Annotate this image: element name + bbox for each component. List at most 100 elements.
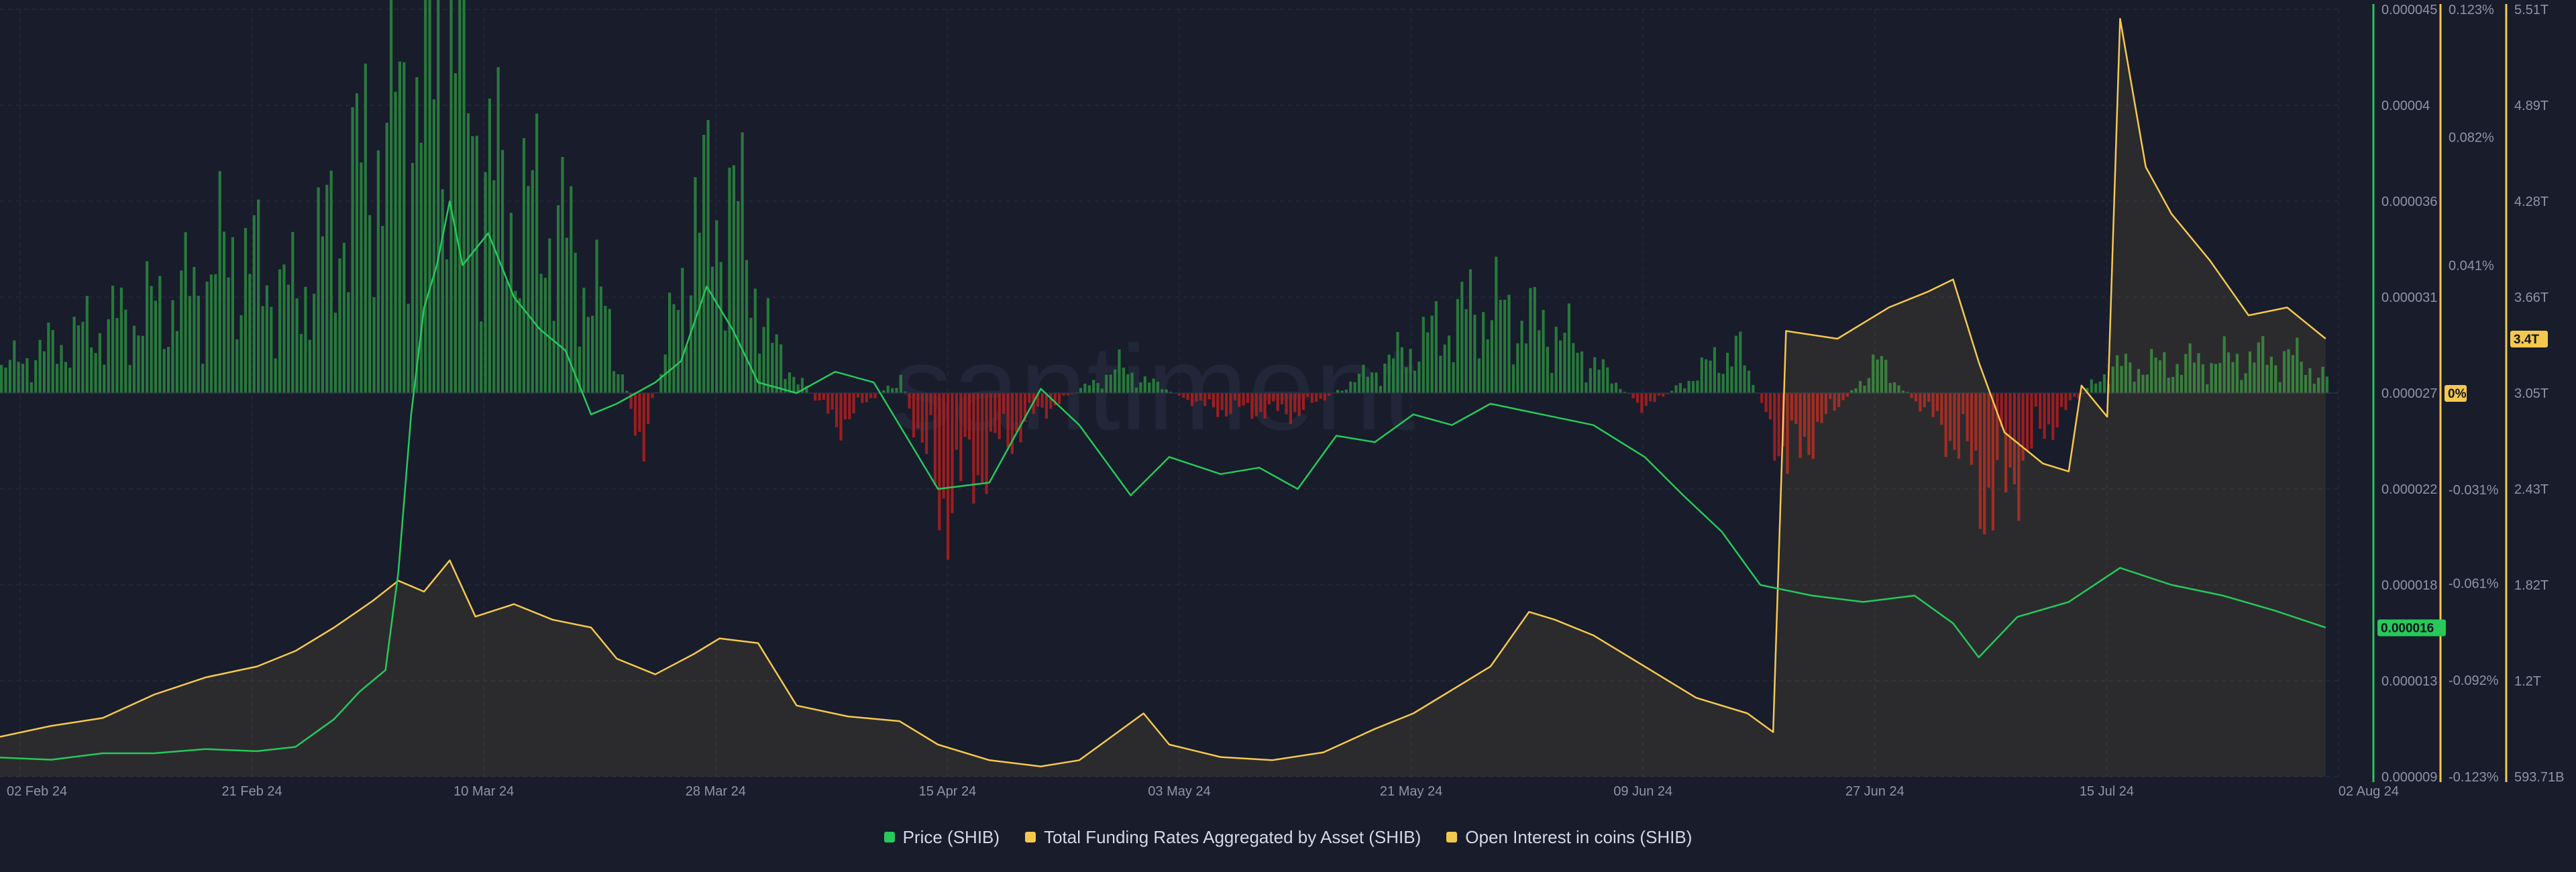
funding-bar: [1246, 393, 1250, 403]
funding-bar: [1387, 354, 1391, 393]
legend-item-funding-rates[interactable]: Total Funding Rates Aggregated by Asset …: [1025, 827, 1421, 848]
funding-bar: [1023, 393, 1027, 422]
funding-bar: [1863, 386, 1866, 393]
funding-bar: [2222, 336, 2226, 393]
funding-bar: [1242, 393, 1245, 406]
funding-bar: [1083, 384, 1087, 393]
funding-bar: [771, 343, 774, 393]
funding-bar: [651, 393, 654, 398]
x-tick-label: 10 Mar 24: [453, 784, 514, 799]
funding-bar: [565, 237, 568, 393]
funding-bar: [1674, 385, 1678, 393]
x-tick-label: 28 Mar 24: [686, 784, 746, 799]
x-tick-label: 09 Jun 24: [1613, 784, 1672, 799]
funding-bar: [488, 98, 491, 393]
funding-bar: [334, 313, 337, 393]
funding-bar: [920, 393, 924, 443]
funding-bar: [638, 393, 641, 432]
funding-bar: [527, 186, 530, 393]
funding-bar: [2145, 374, 2149, 393]
funding-bar: [223, 231, 226, 393]
funding-bar: [1015, 393, 1018, 432]
funding-bar: [1087, 385, 1091, 393]
funding-bar: [1786, 393, 1789, 474]
funding-bar: [1328, 393, 1331, 396]
funding-bar: [1276, 393, 1279, 411]
funding-bar: [1957, 393, 1960, 459]
funding-bar: [2283, 351, 2286, 393]
funding-bar: [1790, 393, 1793, 421]
funding-bar: [861, 393, 864, 403]
funding-bar: [2086, 388, 2089, 393]
funding-bar: [274, 358, 277, 393]
open-interest-area: [0, 19, 2326, 777]
funding-bar: [372, 296, 376, 393]
funding-bar: [1152, 378, 1155, 393]
funding-bar: [1199, 393, 1202, 400]
funding-bar: [184, 232, 187, 393]
funding-bar: [1709, 360, 1712, 393]
funding-bar: [1829, 393, 1832, 399]
funding-bar: [197, 295, 200, 393]
funding-bar: [2287, 349, 2290, 393]
funding-bar: [2008, 393, 2012, 468]
funding-bar: [1845, 393, 1849, 397]
legend-swatch-open-interest: [1446, 832, 1458, 842]
funding-bar: [107, 319, 110, 393]
funding-bar: [2012, 393, 2016, 485]
funding-bar: [1143, 376, 1146, 393]
funding-bar: [231, 237, 234, 393]
funding-bar: [1610, 383, 1613, 393]
price-tick-label: 0.000027: [2381, 386, 2437, 401]
funding-bar: [132, 325, 136, 393]
funding-bar: [1949, 393, 1952, 441]
funding-bar: [1186, 393, 1189, 400]
price-current-badge-bg: [2377, 619, 2446, 637]
funding-bar: [1413, 370, 1417, 393]
funding-bar: [2025, 393, 2029, 451]
funding-bar: [1062, 393, 1065, 396]
x-tick-label: 02 Feb 24: [7, 784, 67, 799]
funding-bar: [698, 232, 701, 393]
funding-bar: [209, 274, 213, 393]
funding-bar: [1619, 388, 1622, 393]
funding-bar: [1824, 393, 1827, 415]
funding-bar: [1666, 393, 1669, 394]
open-interest-line: [0, 17, 2326, 767]
funding-bar: [1396, 331, 1399, 393]
funding-bar: [869, 393, 873, 398]
funding-bar: [1028, 393, 1031, 403]
funding-bar: [981, 393, 984, 483]
open-interest-tick-label: 1.2T: [2514, 674, 2541, 689]
funding-bar: [1906, 392, 1909, 393]
funding-bar: [2137, 369, 2141, 393]
funding-bar: [432, 99, 435, 393]
funding-bar: [0, 365, 3, 393]
funding-bar: [1858, 381, 1862, 393]
funding-bar: [1058, 393, 1061, 404]
funding-bar: [724, 330, 727, 393]
legend-item-price[interactable]: Price (SHIB): [883, 827, 1000, 848]
funding-bar: [1657, 393, 1660, 396]
funding-bar: [252, 215, 256, 393]
funding-bar: [1837, 393, 1841, 407]
funding-bar: [2192, 362, 2196, 393]
funding-bar: [830, 393, 834, 410]
funding-bar: [741, 132, 744, 393]
funding-bar: [1696, 380, 1699, 393]
funding-bar: [933, 393, 936, 486]
funding-bar: [329, 170, 333, 394]
funding-bar: [1421, 317, 1425, 393]
funding-bar: [543, 278, 547, 393]
funding-bar: [616, 374, 620, 393]
legend-item-open-interest[interactable]: Open Interest in coins (SHIB): [1446, 827, 1692, 848]
funding-bar: [1452, 362, 1455, 393]
funding-bar: [1238, 393, 1241, 407]
funding-bar: [1768, 393, 1772, 420]
funding-bar: [1426, 332, 1430, 393]
funding-bar: [167, 347, 170, 393]
funding-bar: [702, 135, 706, 393]
funding-bar: [1935, 393, 1939, 411]
funding-bar: [1340, 390, 1344, 393]
